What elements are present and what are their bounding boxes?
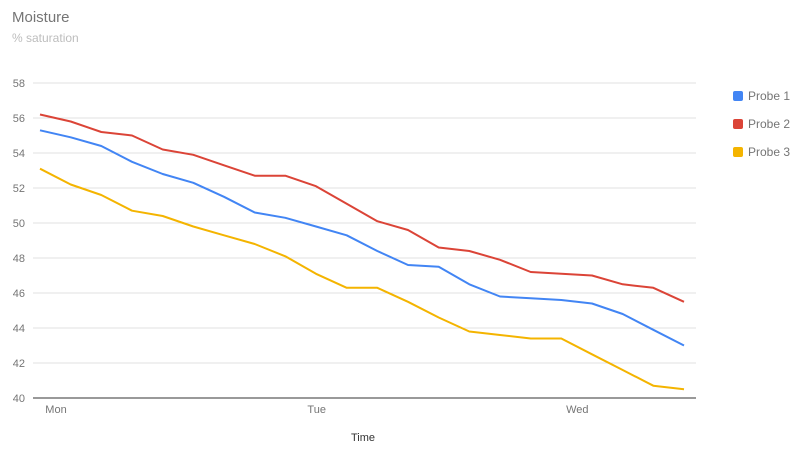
chart-subtitle: % saturation (12, 31, 79, 45)
y-tick-label: 50 (13, 218, 25, 230)
grid-lines (33, 82, 696, 399)
x-tick-label: Tue (307, 404, 326, 416)
y-tick-label: 56 (13, 113, 25, 125)
y-tick-label: 40 (13, 393, 25, 405)
x-axis-title: Time (351, 432, 375, 444)
legend-swatch (733, 91, 743, 101)
y-axis-ticks: 40 42 44 46 48 50 52 54 56 58 (13, 78, 25, 405)
y-tick-label: 42 (13, 358, 25, 370)
x-tick-label: Mon (45, 404, 66, 416)
y-tick-label: 48 (13, 253, 25, 265)
legend-label: Probe 3 (748, 145, 791, 159)
y-tick-label: 44 (13, 323, 25, 335)
y-tick-label: 58 (13, 78, 25, 90)
x-axis-ticks: Mon Tue Wed (45, 404, 588, 416)
series-lines (39, 113, 685, 391)
legend-swatch (733, 119, 743, 129)
series-line-probe-3[interactable] (39, 167, 685, 391)
y-tick-label: 54 (13, 148, 25, 160)
legend: Probe 1 Probe 2 Probe 3 (733, 82, 790, 166)
series-line-probe-2[interactable] (39, 113, 685, 303)
legend-label: Probe 2 (748, 117, 791, 131)
y-tick-label: 46 (13, 288, 25, 300)
legend-item-probe-1[interactable]: Probe 1 (733, 82, 790, 110)
legend-item-probe-2[interactable]: Probe 2 (733, 110, 790, 138)
legend-swatch (733, 147, 743, 157)
x-tick-label: Wed (566, 404, 588, 416)
legend-label: Probe 1 (748, 89, 791, 103)
legend-item-probe-3[interactable]: Probe 3 (733, 138, 790, 166)
chart-title: Moisture (12, 9, 70, 26)
y-tick-label: 52 (13, 183, 25, 195)
series-line-probe-1[interactable] (39, 129, 685, 347)
